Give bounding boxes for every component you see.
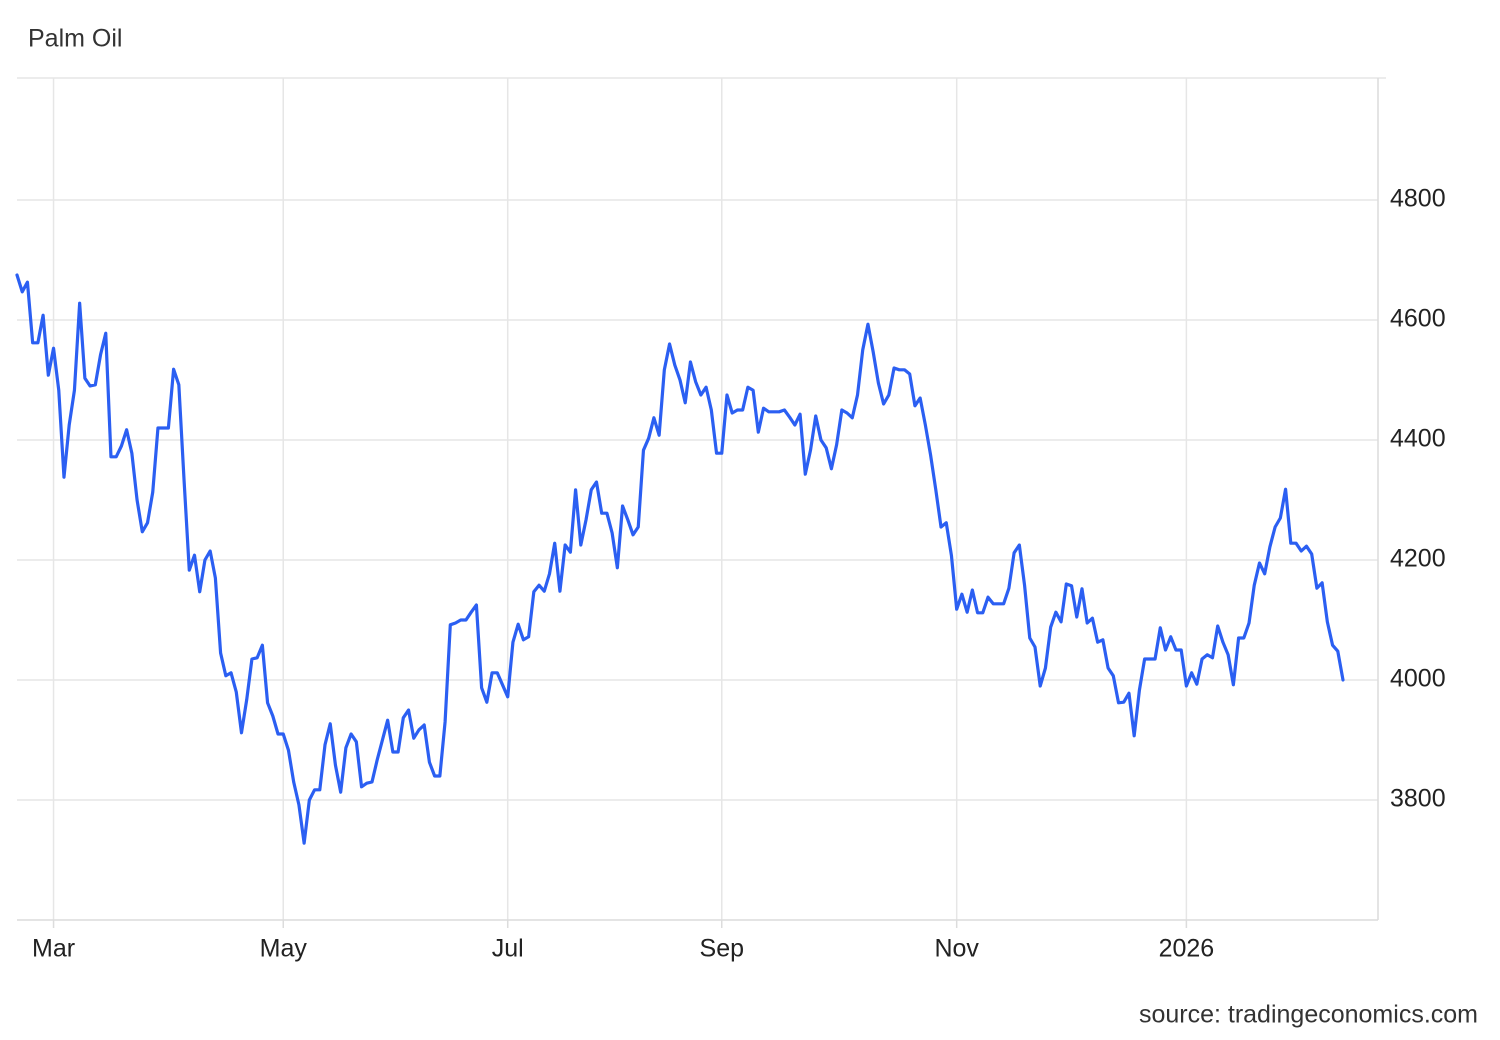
y-tick-label: 4000: [1390, 665, 1446, 693]
y-tick-label: 4800: [1390, 185, 1446, 213]
y-tick-label: 4200: [1390, 545, 1446, 573]
price-line: [15, 273, 1345, 845]
x-tick-label: Nov: [934, 935, 979, 963]
chart-title: Palm Oil: [28, 25, 122, 53]
source-note: source: tradingeconomics.com: [1139, 1001, 1478, 1029]
x-tick-label: May: [260, 935, 308, 963]
x-tick-label: Jul: [492, 935, 524, 963]
y-tick-label: 4400: [1390, 425, 1446, 453]
x-tick-label: 2026: [1159, 935, 1215, 963]
x-tick-label: Sep: [700, 935, 744, 963]
y-tick-label: 4600: [1390, 305, 1446, 333]
x-tick-label: Mar: [32, 935, 75, 963]
y-tick-label: 3800: [1390, 785, 1446, 813]
